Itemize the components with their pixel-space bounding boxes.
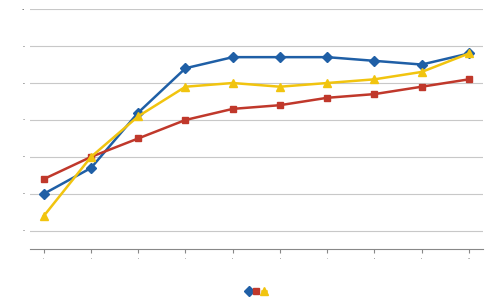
Legend: , , : , , <box>246 289 266 292</box>
